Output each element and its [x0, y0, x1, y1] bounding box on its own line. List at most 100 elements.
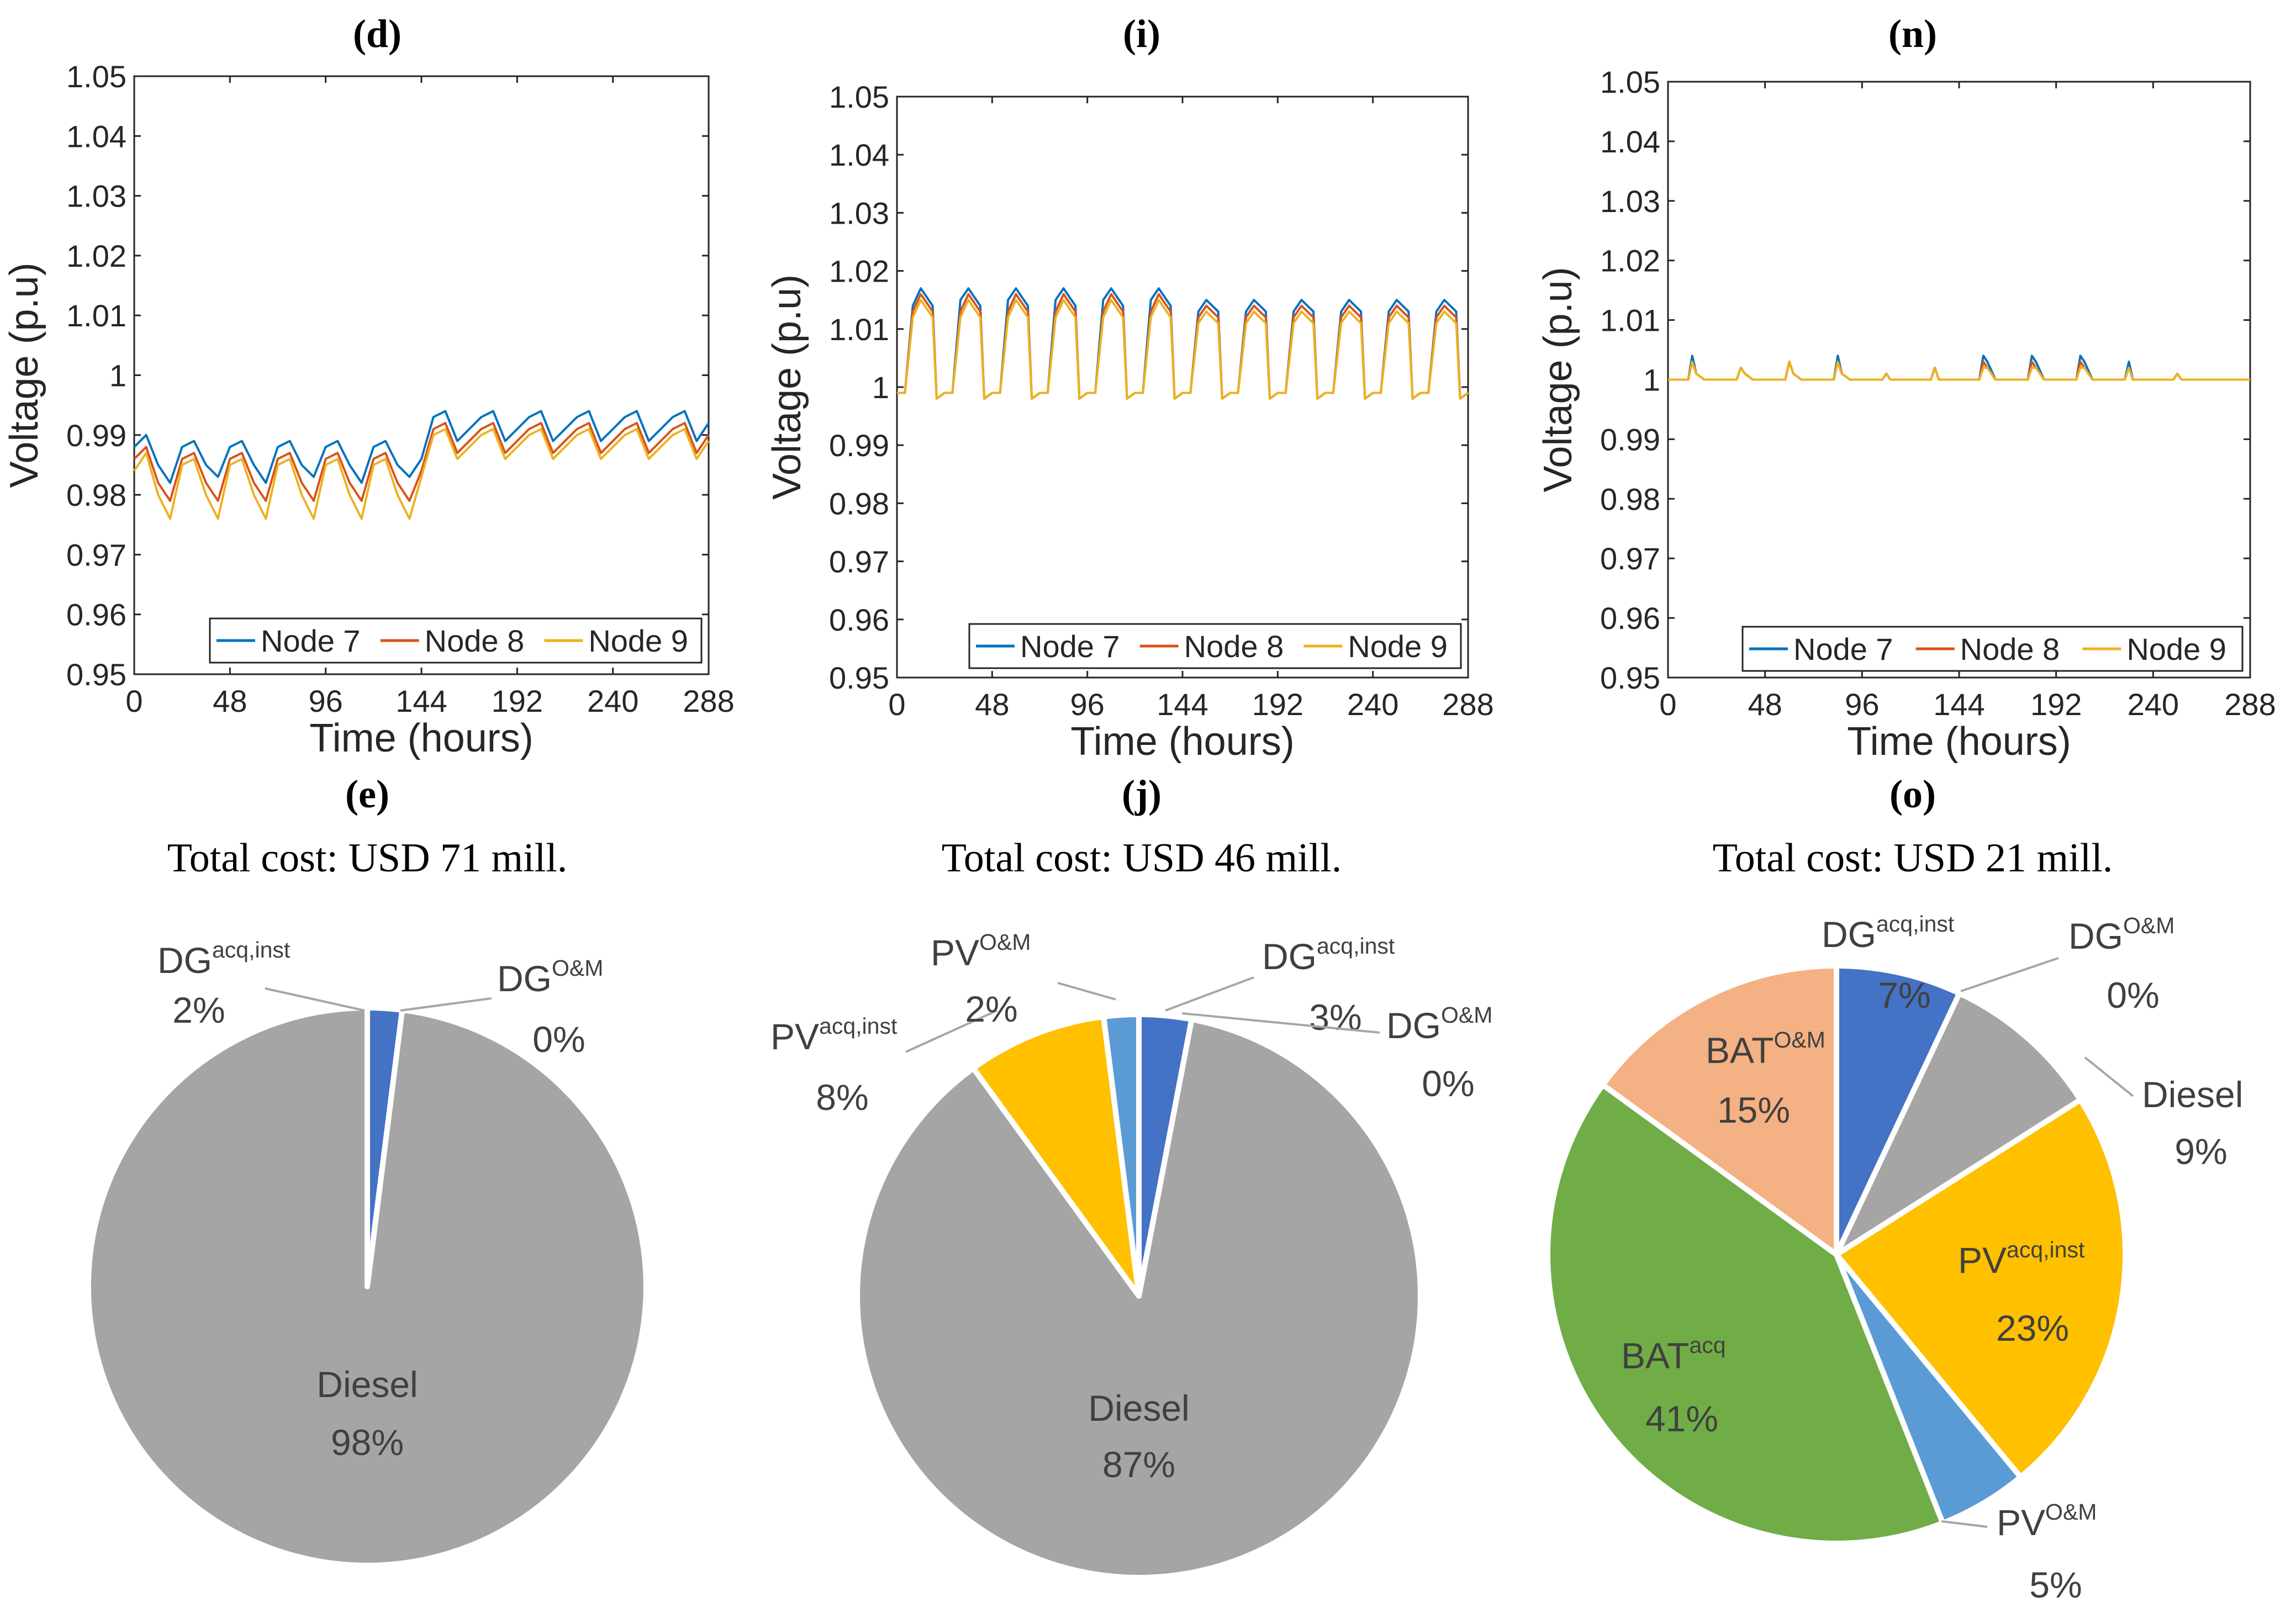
x-tick-label: 0: [1659, 687, 1676, 722]
series-line-node-8: [133, 422, 710, 502]
legend-label: Node 8: [1184, 629, 1284, 664]
x-tick-label: 144: [1157, 687, 1208, 722]
leader-line: [1181, 1012, 1380, 1034]
panel-label: (d): [353, 12, 402, 56]
x-tick-label: 0: [125, 684, 142, 718]
slice-percent: 23%: [1996, 1308, 2069, 1348]
y-tick-label: 0.99: [66, 418, 126, 453]
slice-percent: 7%: [1878, 975, 1930, 1015]
y-tick-label: 0.97: [829, 544, 889, 579]
y-tick-label: 1: [872, 370, 889, 405]
x-tick-label: 48: [1748, 687, 1782, 722]
y-tick-label: 1.04: [66, 119, 126, 154]
x-tick-label: 96: [1845, 687, 1879, 722]
slice-name: DGO&M: [1386, 1002, 1492, 1046]
pie-slice: [1834, 990, 2083, 1257]
x-axis-label: Time (hours): [1847, 720, 2071, 764]
pie-chart-3: (o)Total cost: USD 21 mill.DGacq,inst7%D…: [1545, 772, 2243, 1605]
slice-name: Diesel: [1088, 1388, 1189, 1429]
pie-label: PVO&M 2%: [931, 929, 1116, 1029]
pie-label: DGO&M 0%: [1181, 1002, 1492, 1104]
y-tick-label: 1.03: [66, 179, 126, 214]
leader-line: [2084, 1056, 2134, 1097]
legend-label: Node 7: [1020, 629, 1120, 664]
leader-line: [1960, 957, 2059, 992]
slice-percent: 0%: [532, 1019, 585, 1060]
pie-slice: [1545, 1082, 1946, 1546]
pie-label: DGacq,inst 7%: [1822, 911, 1955, 1015]
pie-label: Diesel 87%: [1088, 1388, 1189, 1485]
y-tick-label: 0.95: [66, 657, 126, 692]
y-tick-label: 0.96: [829, 602, 889, 637]
y-tick-label: 0.96: [1600, 601, 1660, 636]
slice-name: PVacq,inst: [1958, 1237, 2085, 1281]
x-tick-label: 48: [213, 684, 247, 718]
y-tick-label: 0.96: [66, 597, 126, 632]
pie-slice: [1600, 963, 1839, 1257]
x-axis-label: Time (hours): [1070, 720, 1294, 764]
slice-name: Diesel: [316, 1364, 418, 1405]
slice-percent: 15%: [1717, 1089, 1790, 1130]
y-tick-label: 1.04: [829, 137, 889, 172]
y-tick-label: 1.05: [829, 80, 889, 114]
slice-percent: 0%: [1422, 1063, 1474, 1104]
x-tick-label: 192: [492, 684, 543, 718]
slice-name: BATO&M: [1706, 1027, 1825, 1071]
slice-name: DGacq,inst: [1262, 933, 1395, 977]
series-line-node-9: [1668, 361, 2250, 381]
panel-label: (i): [1123, 12, 1160, 56]
pie-slice: [1834, 963, 1962, 1257]
x-tick-label: 96: [309, 684, 343, 718]
y-tick-label: 0.98: [829, 486, 889, 521]
series-line-node-7: [133, 410, 710, 484]
x-axis-label: Time (hours): [309, 716, 533, 760]
slice-name: PVacq,inst: [770, 1013, 898, 1057]
leader-line: [1057, 982, 1116, 1001]
leader-line: [400, 997, 492, 1012]
y-tick-label: 1.02: [1600, 244, 1660, 278]
y-tick-label: 1.05: [66, 59, 126, 94]
legend-label: Node 9: [2126, 632, 2226, 666]
panel-label: (n): [1888, 12, 1937, 56]
pie-label: Diesel 98%: [316, 1364, 418, 1463]
slice-name: DGO&M: [2068, 913, 2174, 956]
line-chart-1: (d) 0.95 0.96 0.97 0.98 0.99 1 1.01 1.02 1.03 1.04…: [2, 12, 735, 760]
y-tick-label: 0.99: [1600, 422, 1660, 457]
y-tick-label: 1.02: [829, 254, 889, 289]
legend-label: Node 9: [1348, 629, 1448, 664]
slice-name: DGO&M: [497, 955, 603, 999]
x-tick-label: 240: [1347, 687, 1398, 722]
slice-percent: 5%: [2029, 1564, 2082, 1605]
y-tick-label: 0.98: [66, 478, 126, 512]
leader-line: [1165, 976, 1254, 1012]
plot-area: [133, 75, 710, 675]
pie-slice: [1834, 1097, 2128, 1480]
slice-percent: 2%: [172, 990, 225, 1030]
y-tick-label: 1.03: [1600, 184, 1660, 219]
x-tick-label: 144: [1933, 687, 1984, 722]
line-chart-2: (i) 0.95 0.96 0.97 0.98 0.99 1 1.01 1.02 1.03 1.04…: [765, 12, 1494, 764]
slice-percent: 98%: [331, 1422, 404, 1463]
x-tick-label: 288: [683, 684, 734, 718]
pie-label: Diesel 9%: [2084, 1056, 2243, 1172]
x-tick-label: 288: [1442, 687, 1493, 722]
pie-label: BATacq 41%: [1621, 1332, 1726, 1439]
legend-box: [1741, 626, 2244, 672]
pie-slice: [1101, 1011, 1142, 1299]
pie-slice: [970, 1014, 1142, 1299]
pie-label: DGO&M 0%: [400, 955, 603, 1060]
x-tick-label: 192: [1252, 687, 1303, 722]
y-tick-label: 1.01: [1600, 303, 1660, 338]
x-tick-label: 240: [2128, 687, 2179, 722]
series-line-node-9: [133, 428, 710, 520]
panel-label: (o): [1889, 772, 1936, 816]
y-axis-label: Voltage (p.u): [2, 262, 46, 488]
legend-box: [209, 617, 703, 664]
y-tick-label: 0.97: [1600, 541, 1660, 576]
slice-percent: 87%: [1102, 1444, 1175, 1485]
pie-label: PVO&M 5%: [1941, 1499, 2097, 1605]
x-tick-label: 144: [395, 684, 447, 718]
y-tick-label: 1.01: [66, 298, 126, 333]
slice-percent: 0%: [2107, 975, 2159, 1015]
